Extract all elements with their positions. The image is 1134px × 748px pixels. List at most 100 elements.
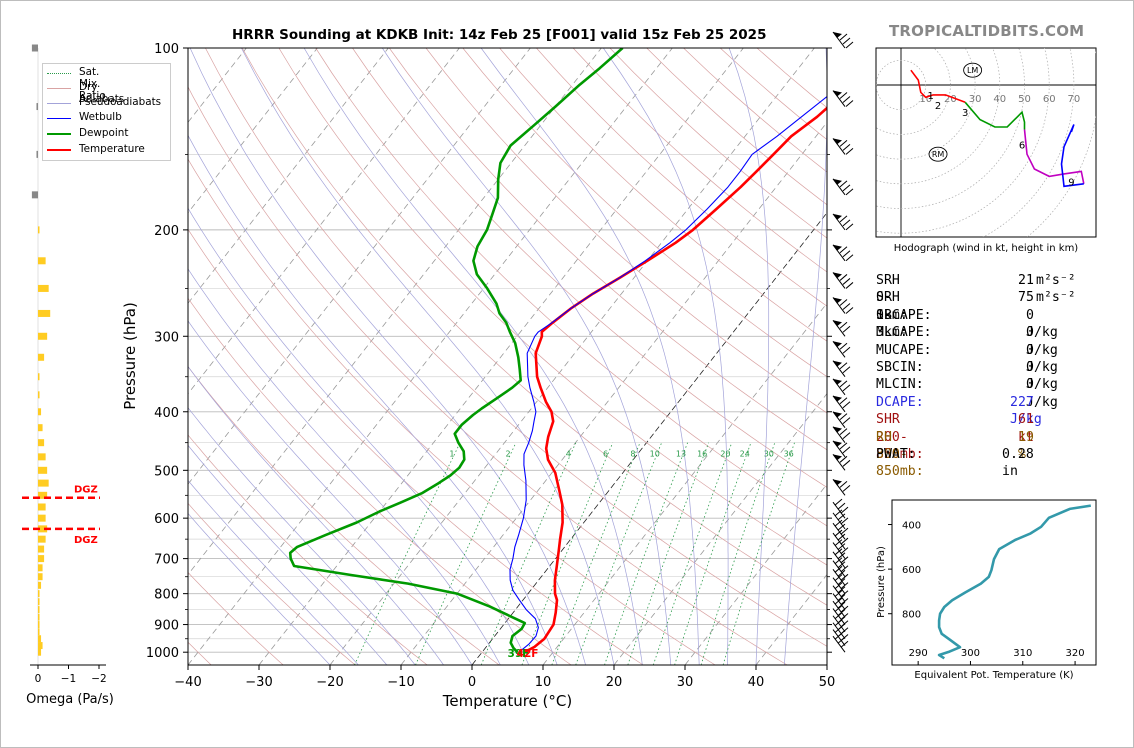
barb-feather [845,148,854,155]
barb-feather [837,523,846,531]
wind-barb [832,319,851,337]
omega-bar [38,226,40,234]
barb-feather [842,484,851,492]
mixing-ratio-line [480,442,577,665]
barb-feather [842,432,851,440]
barb-feather [837,601,846,609]
barb-feather [840,527,849,535]
dry-adiabat [205,48,827,647]
theta-e-x-tick-label: 290 [909,648,928,659]
wind-barb [832,244,854,262]
dry-adiabat [389,48,827,451]
barb-feather [840,573,849,581]
moist-adiabat [188,268,501,665]
isotherm [188,48,602,576]
barb-feather [839,246,848,254]
hodograph-trace [1060,124,1084,188]
omega-bar [38,555,45,563]
hodograph-ring [876,48,976,160]
barb-feather [840,537,849,545]
omega-bar [38,590,40,598]
barb-feather [842,278,851,285]
y-tick-label: 900 [154,619,179,634]
barb-feather [834,565,843,573]
barb-feather [842,417,851,425]
wind-barb [832,426,851,443]
wind-barb [832,178,854,196]
barb-feather [845,100,854,107]
mixing-ratio-label: 13 [676,450,686,459]
omega-panel: DGZ DGZ 0 −1 −2 Omega (Pa/s) [22,44,114,707]
mixing-ratio-line [604,442,688,665]
barb-feather [839,428,848,436]
wind-barb [832,31,854,49]
hodograph-ring-label: 60 [1043,94,1056,105]
wind-barb [832,539,849,559]
barb-feather [837,561,846,569]
omega-bar [36,150,38,158]
wind-barb [832,440,851,458]
skew-t-legend: Sat. Mix. Ratio Dry Adiabats Pseudoadiab… [42,63,171,161]
barb-feather [845,223,854,231]
theta-e-y-tick-label: 800 [902,610,921,621]
barb-feather [834,590,843,597]
wind-barb [832,632,849,653]
isotherm [329,48,815,665]
hodograph-height-label: 2 [935,101,941,112]
wind-barb [832,519,849,540]
barb-pennant [833,341,842,348]
barb-feather [834,574,843,582]
theta-e-x-tick-label: 300 [961,648,980,659]
theta-e-y-tick-label: 400 [902,521,921,532]
y-tick-label: 100 [154,42,179,57]
dgz-label: DGZ [74,535,98,546]
barb-pennant [833,297,842,304]
barb-feather [837,502,846,510]
hodograph-ring [876,48,1025,209]
theta-e-x-tick-label: 310 [1013,648,1032,659]
barb-feather [845,307,854,314]
barb-pennant [833,32,842,38]
barb-pennant [833,426,842,433]
omega-bar [38,535,46,543]
mixing-ratio-line [415,442,517,665]
moist-adiabat [188,407,416,665]
moist-adiabat [188,134,558,665]
hodograph-ring-label: 70 [1068,94,1081,105]
omega-bar [31,44,38,52]
moist-adiabat [728,48,770,665]
hodograph-height-label: 3 [962,108,968,119]
barb-feather [840,605,849,613]
omega-bar [38,635,42,643]
barb-feather [842,459,851,467]
surface-dewpoint-label: 39F [508,648,530,660]
barb-feather [840,598,849,605]
hodograph-caption: Hodograph (wind in kt, height in km) [894,243,1079,254]
dry-adiabat [241,48,827,606]
omega-bar [38,453,46,461]
wind-barb [832,590,849,610]
hodograph-ring [876,59,927,111]
mixing-ratio-label: 36 [784,450,794,459]
theta-e-frame [891,499,1097,666]
dry-adiabat [188,297,572,665]
theta-e-x-tick-label: 320 [1066,648,1085,659]
hodograph-height-label: 1 [927,91,933,102]
mixing-ratio-line [700,442,776,665]
hodograph-ring-label: 40 [993,94,1006,105]
moist-adiabat [303,48,643,665]
barb-feather [842,184,851,192]
barb-feather [842,401,851,409]
mixing-ratio-line [575,442,662,665]
barb-feather [840,506,849,514]
barb-feather [842,446,851,454]
barb-pennant [833,213,842,220]
barb-feather [839,140,848,147]
barb-feather [840,640,849,648]
wind-barb [832,529,849,550]
isotherm [188,48,673,665]
brand-watermark: TROPICALTIDBITS.COM [889,22,1085,40]
omega-bar [38,564,43,572]
y-tick-label: 600 [154,512,179,527]
